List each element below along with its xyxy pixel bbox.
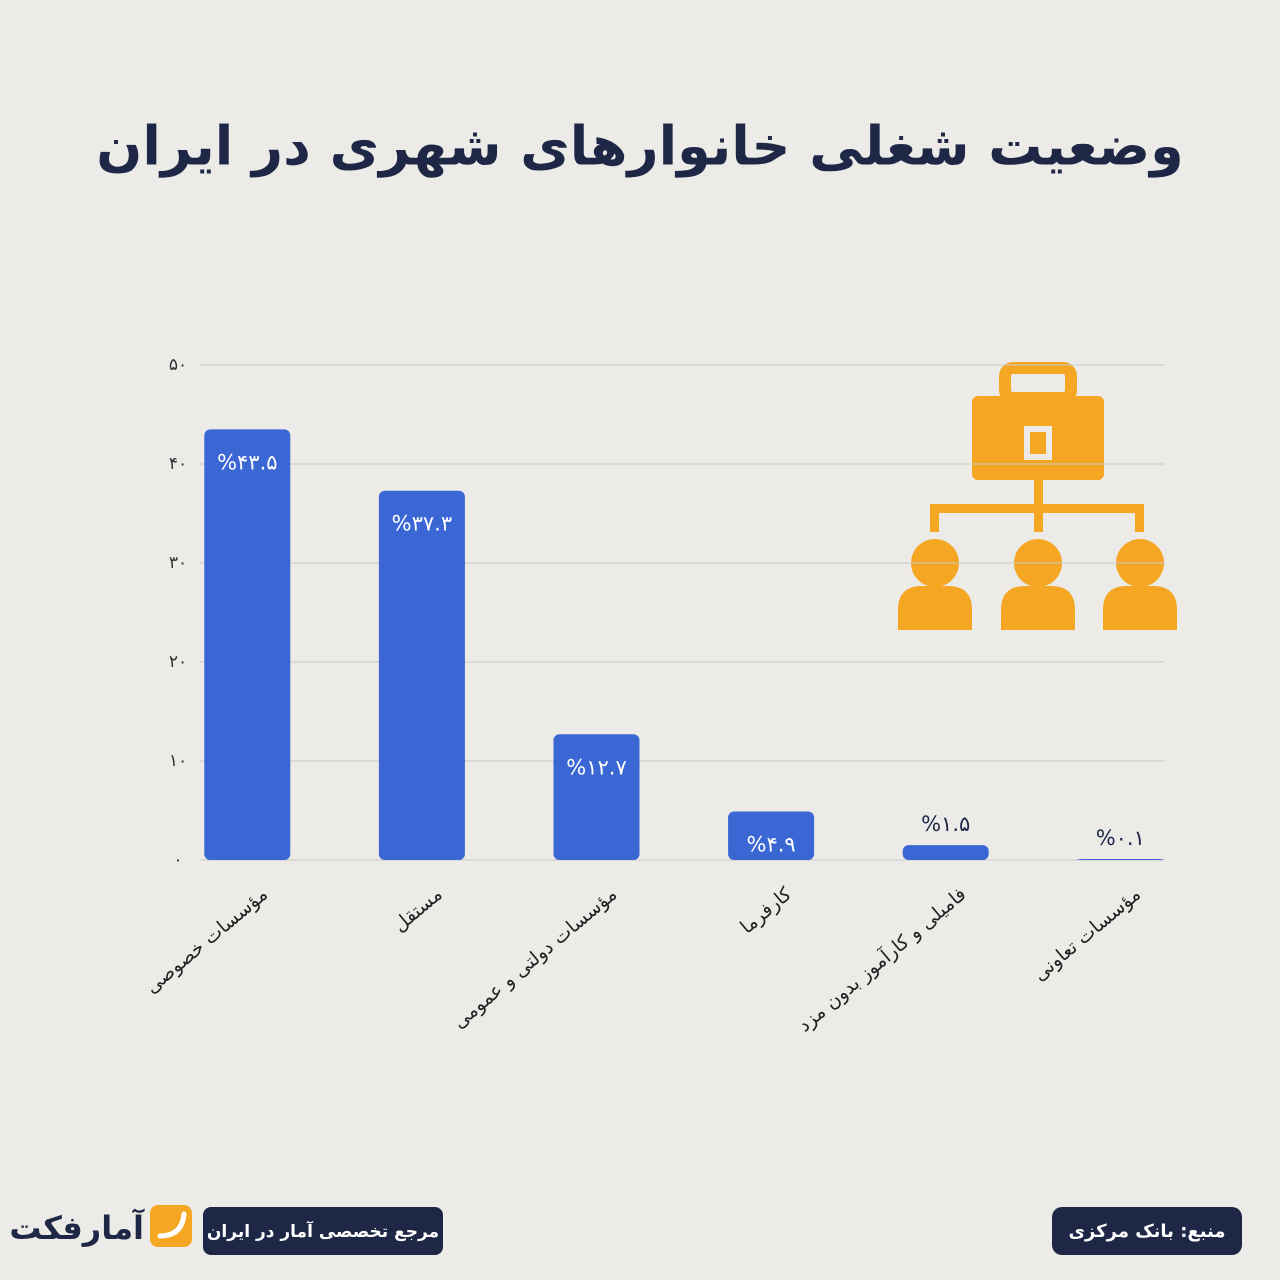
bar <box>378 490 465 860</box>
logo: آمارفکت <box>9 1205 192 1247</box>
value-label: %۰.۱ <box>1096 826 1145 850</box>
y-tick-label: ۲۰ <box>169 652 187 672</box>
bar <box>553 734 640 860</box>
value-label: %۴.۹ <box>746 832 795 856</box>
value-label: %۱۲.۷ <box>566 755 626 779</box>
source-badge <box>1052 1207 1242 1255</box>
value-label: %۱.۵ <box>921 812 970 836</box>
y-tick-label: ۰ <box>173 850 182 870</box>
y-tick-label: ۱۰ <box>169 751 187 771</box>
value-label: %۴۳.۵ <box>217 450 277 474</box>
chart-title: وضعیت شغلی خانوارهای شهری در ایران <box>96 115 1183 178</box>
value-label: %۳۷.۳ <box>392 512 452 536</box>
bar <box>204 429 291 860</box>
tagline-badge <box>203 1207 443 1255</box>
y-tick-label: ۵۰ <box>169 355 187 375</box>
bar <box>902 845 989 860</box>
tagline: مرجع تخصصی آمار در ایران <box>207 1220 439 1242</box>
logo-text: آمارفکت <box>9 1208 145 1247</box>
bar <box>1077 859 1164 860</box>
bar <box>728 811 815 860</box>
y-tick-label: ۳۰ <box>169 553 187 573</box>
org-icon <box>898 362 1177 630</box>
y-tick-label: ۴۰ <box>169 454 187 474</box>
source: منبع: بانک مرکزی <box>1068 1221 1225 1242</box>
